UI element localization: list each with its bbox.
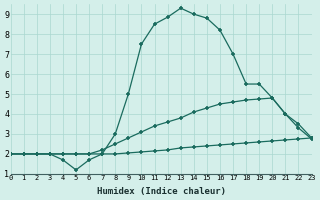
X-axis label: Humidex (Indice chaleur): Humidex (Indice chaleur) [97,187,226,196]
